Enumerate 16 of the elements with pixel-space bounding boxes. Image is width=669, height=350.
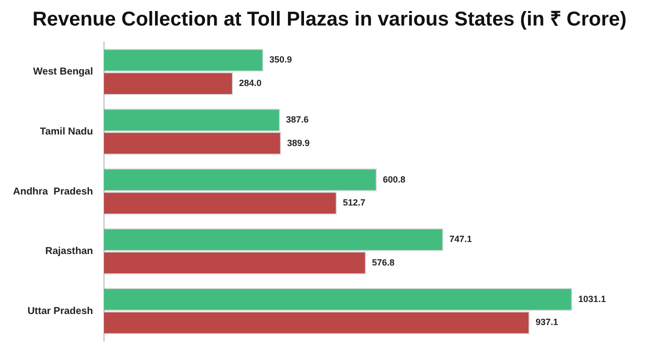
data-label: 600.8 <box>382 174 406 184</box>
data-label: 350.9 <box>269 54 292 65</box>
data-label: 512.7 <box>342 198 366 208</box>
data-label: 389.9 <box>287 138 310 148</box>
data-label: 747.1 <box>449 234 472 244</box>
chart-title: Revenue Collection at Toll Plazas in various States (in ₹ Crore) <box>32 8 627 31</box>
y-tick-label: Uttar Pradesh <box>27 306 94 317</box>
y-tick-label: Rajasthan <box>45 246 94 258</box>
y-tick-label: Tamil Nadu <box>40 126 94 138</box>
data-label: 576.8 <box>372 257 395 268</box>
data-label: 387.6 <box>286 114 309 125</box>
data-label: 1031.1 <box>578 294 606 304</box>
data-label: 937.1 <box>536 317 558 328</box>
data-label: 284.0 <box>239 78 262 88</box>
y-tick-label: West Bengal <box>33 66 94 78</box>
y-tick-label: Andhra Pradesh <box>12 186 94 198</box>
